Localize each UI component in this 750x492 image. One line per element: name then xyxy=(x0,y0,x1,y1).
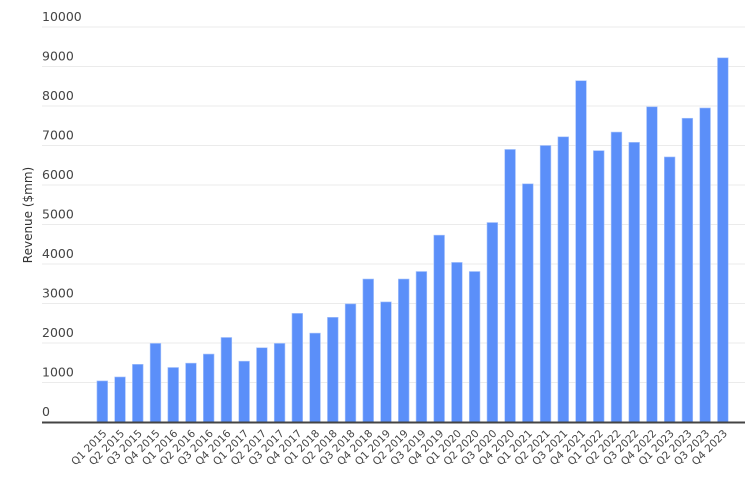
bar-q4-2015 xyxy=(149,343,162,423)
y-tick-label: 8000 xyxy=(42,88,74,103)
bar-q2-2023 xyxy=(681,117,694,423)
bar-q3-2023 xyxy=(699,107,711,423)
bar-q1-2022 xyxy=(593,150,605,423)
bar-q1-2020 xyxy=(451,262,463,423)
bar-q2-2018 xyxy=(327,317,339,423)
bar-q4-2023 xyxy=(717,57,729,423)
bar-q4-2016 xyxy=(220,337,233,423)
gridlines xyxy=(42,26,745,383)
bar-q4-2018 xyxy=(362,278,374,423)
bar-q2-2019 xyxy=(398,278,410,423)
bar-q1-2019 xyxy=(380,301,392,423)
bar-q1-2016 xyxy=(167,367,179,423)
y-tick-label: 3000 xyxy=(42,286,74,301)
y-tick-label: 9000 xyxy=(42,49,74,64)
bar-q3-2015 xyxy=(132,364,144,423)
bar-q4-2019 xyxy=(433,234,445,423)
bar-q2-2022 xyxy=(610,131,623,423)
bars xyxy=(96,57,729,423)
bar-q3-2017 xyxy=(273,343,286,423)
y-axis-ticks: 0 1000 2000 3000 4000 5000 6000 7000 8000 9000 100… xyxy=(42,9,82,419)
y-tick-label: 2000 xyxy=(42,325,74,340)
bar-q3-2021 xyxy=(557,136,569,423)
bar-q1-2017 xyxy=(238,360,250,423)
bar-q2-2017 xyxy=(256,347,268,423)
bar-q4-2021 xyxy=(575,80,587,423)
bar-q1-2015 xyxy=(96,380,108,423)
y-tick-label: 4000 xyxy=(42,246,74,261)
bar-q3-2020 xyxy=(486,222,499,423)
bar-q1-2018 xyxy=(309,332,321,423)
bar-q3-2016 xyxy=(203,353,215,423)
y-tick-label: 1000 xyxy=(42,365,74,380)
y-tick-label: 10000 xyxy=(42,9,82,24)
bar-q3-2022 xyxy=(628,142,640,423)
bar-q1-2023 xyxy=(664,156,676,423)
y-tick-label: 5000 xyxy=(42,207,74,222)
bar-q4-2022 xyxy=(646,106,658,423)
bar-q2-2021 xyxy=(539,145,552,423)
bar-q4-2017 xyxy=(291,313,303,423)
bar-q2-2015 xyxy=(114,376,126,423)
bar-q2-2016 xyxy=(185,362,197,423)
y-tick-label: 0 xyxy=(42,404,50,419)
y-tick-label: 7000 xyxy=(42,128,74,143)
bar-q4-2020 xyxy=(504,149,516,423)
bar-q1-2021 xyxy=(522,183,534,423)
y-tick-label: 6000 xyxy=(42,167,74,182)
bar-q3-2019 xyxy=(415,271,428,423)
bar-q2-2020 xyxy=(468,271,481,423)
bar-q3-2018 xyxy=(344,303,357,423)
y-axis-label: Revenue ($mm) xyxy=(21,167,35,263)
